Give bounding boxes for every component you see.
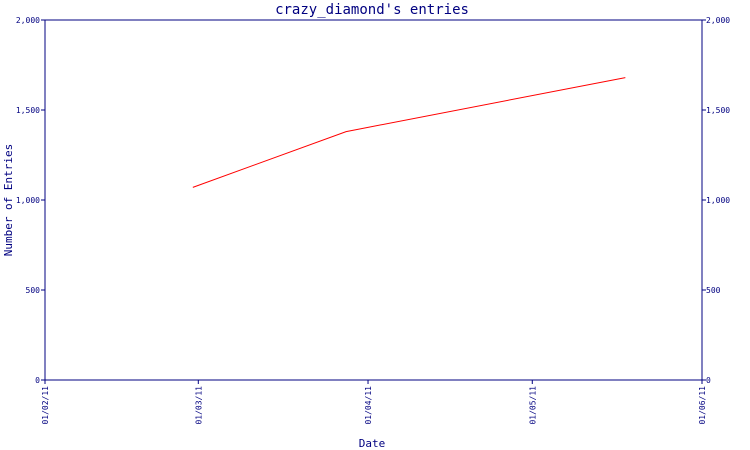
y-tick-label-right: 1,500	[706, 106, 730, 115]
y-tick-label-right: 500	[706, 286, 721, 295]
x-tick-label: 01/05/11	[528, 386, 537, 425]
x-axis-label: Date	[359, 437, 386, 450]
series-layer	[192, 77, 626, 188]
x-tick-label: 01/03/11	[194, 386, 203, 425]
chart-title: crazy_diamond's entries	[275, 2, 469, 18]
y-tick-label-right: 2,000	[706, 16, 730, 25]
y-tick-label-left: 1,500	[16, 106, 40, 115]
y-tick-label-left: 2,000	[16, 16, 40, 25]
y-tick-label-right: 0	[706, 376, 711, 385]
x-tick-label: 01/06/11	[698, 386, 707, 425]
series-line	[192, 77, 626, 188]
y-tick-label-left: 0	[35, 376, 40, 385]
y-tick-label-left: 1,000	[16, 196, 40, 205]
y-tick-label-left: 500	[26, 286, 41, 295]
x-tick-label: 01/02/11	[41, 386, 50, 425]
y-tick-label-right: 1,000	[706, 196, 730, 205]
y-axis-right: 0 500 1,000 1,500 2,000	[702, 16, 730, 385]
plot-frame	[44, 19, 703, 381]
x-axis: 01/02/11 01/03/11 01/04/11 01/05/11 01/06/11	[41, 380, 707, 425]
y-axis-label: Number of Entries	[2, 144, 15, 257]
x-tick-label: 01/04/11	[364, 386, 373, 425]
y-axis-left: 0 500 1,000 1,500 2,000	[16, 16, 45, 385]
